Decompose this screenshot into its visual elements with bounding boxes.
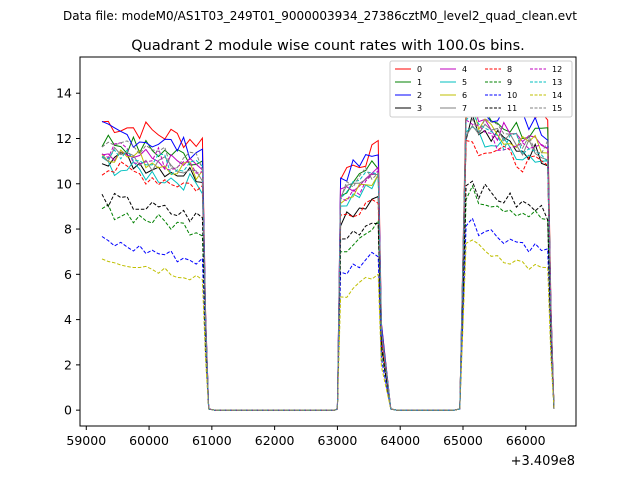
x-axis: 59000 60000 61000 62000 63000 64000 65000 66000 <box>66 426 546 448</box>
x-tick-label: 65000 <box>443 433 483 448</box>
series-line-3 <box>101 112 555 411</box>
legend-label-4: 4 <box>462 65 467 74</box>
series-line-0 <box>101 80 555 411</box>
legend-label-14: 14 <box>552 91 562 100</box>
y-tick-label: 2 <box>64 357 72 372</box>
y-tick-label: 8 <box>64 222 72 237</box>
series-line-9 <box>101 184 555 411</box>
x-tick-label: 62000 <box>255 433 295 448</box>
x-tick-label: 59000 <box>66 433 106 448</box>
series-line-10 <box>101 217 555 411</box>
series-line-14 <box>101 239 555 411</box>
series-line-15 <box>101 112 555 411</box>
x-tick-label: 66000 <box>506 433 546 448</box>
x-tick-label: 61000 <box>192 433 232 448</box>
legend-label-13: 13 <box>552 78 562 87</box>
x-tick-label: 60000 <box>129 433 169 448</box>
legend-label-7: 7 <box>462 104 467 113</box>
legend-label-10: 10 <box>507 91 517 100</box>
legend-label-5: 5 <box>462 78 467 87</box>
legend-label-9: 9 <box>507 78 512 87</box>
y-axis: 0 2 4 6 8 10 12 14 <box>56 86 80 418</box>
chart-suptitle: Data file: modeM0/AS1T03_249T01_90000039… <box>63 9 577 23</box>
series-line-11 <box>101 180 555 411</box>
legend-label-2: 2 <box>417 91 422 100</box>
x-tick-label: 63000 <box>318 433 358 448</box>
y-tick-label: 14 <box>56 86 72 101</box>
plot-area: 59000 60000 61000 62000 63000 64000 65000 66000… <box>56 56 577 448</box>
y-tick-label: 12 <box>56 131 72 146</box>
chart-title: Quadrant 2 module wise count rates with … <box>131 38 525 54</box>
legend-label-8: 8 <box>507 65 512 74</box>
series-layer <box>101 80 555 411</box>
legend-label-12: 12 <box>552 65 562 74</box>
legend-label-1: 1 <box>417 78 422 87</box>
legend-label-0: 0 <box>417 65 422 74</box>
x-offset-label: +3.409e8 <box>511 454 575 469</box>
legend-box <box>389 60 573 118</box>
series-line-7 <box>101 123 555 411</box>
series-line-6 <box>101 102 555 411</box>
legend-label-11: 11 <box>507 104 517 113</box>
y-tick-label: 10 <box>56 176 72 191</box>
legend-label-3: 3 <box>417 104 422 113</box>
legend-label-15: 15 <box>552 104 562 113</box>
series-line-1 <box>101 101 555 411</box>
axes-frame <box>79 56 577 427</box>
x-tick-label: 64000 <box>380 433 420 448</box>
series-line-8 <box>101 139 555 411</box>
y-tick-label: 0 <box>64 403 72 418</box>
series-line-2 <box>101 84 555 411</box>
y-tick-label: 6 <box>64 267 72 282</box>
y-tick-label: 4 <box>64 312 72 327</box>
legend-label-6: 6 <box>462 91 467 100</box>
